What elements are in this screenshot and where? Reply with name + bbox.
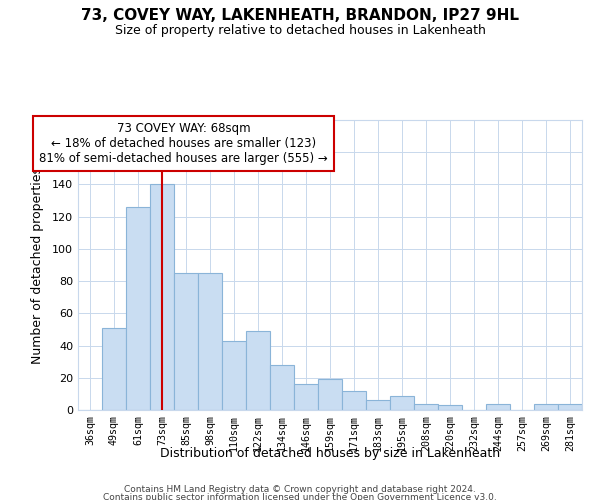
Bar [294, 384, 318, 410]
Bar [318, 380, 342, 410]
Bar [390, 396, 414, 410]
Bar [270, 365, 294, 410]
Bar [222, 340, 246, 410]
Text: Size of property relative to detached houses in Lakenheath: Size of property relative to detached ho… [115, 24, 485, 37]
Bar [174, 273, 198, 410]
Text: Distribution of detached houses by size in Lakenheath: Distribution of detached houses by size … [160, 448, 500, 460]
Bar [486, 404, 510, 410]
Bar [126, 207, 150, 410]
Bar [534, 404, 558, 410]
Bar [414, 404, 438, 410]
Text: Contains HM Land Registry data © Crown copyright and database right 2024.: Contains HM Land Registry data © Crown c… [124, 485, 476, 494]
Bar [438, 405, 462, 410]
Bar [366, 400, 390, 410]
Bar [246, 331, 270, 410]
Text: 73 COVEY WAY: 68sqm
← 18% of detached houses are smaller (123)
81% of semi-detac: 73 COVEY WAY: 68sqm ← 18% of detached ho… [39, 122, 328, 164]
Bar [342, 390, 366, 410]
Text: Contains public sector information licensed under the Open Government Licence v3: Contains public sector information licen… [103, 492, 497, 500]
Bar [198, 273, 222, 410]
Bar [150, 184, 174, 410]
Bar [558, 404, 582, 410]
Bar [102, 328, 126, 410]
Text: 73, COVEY WAY, LAKENHEATH, BRANDON, IP27 9HL: 73, COVEY WAY, LAKENHEATH, BRANDON, IP27… [81, 8, 519, 22]
Y-axis label: Number of detached properties: Number of detached properties [31, 166, 44, 364]
